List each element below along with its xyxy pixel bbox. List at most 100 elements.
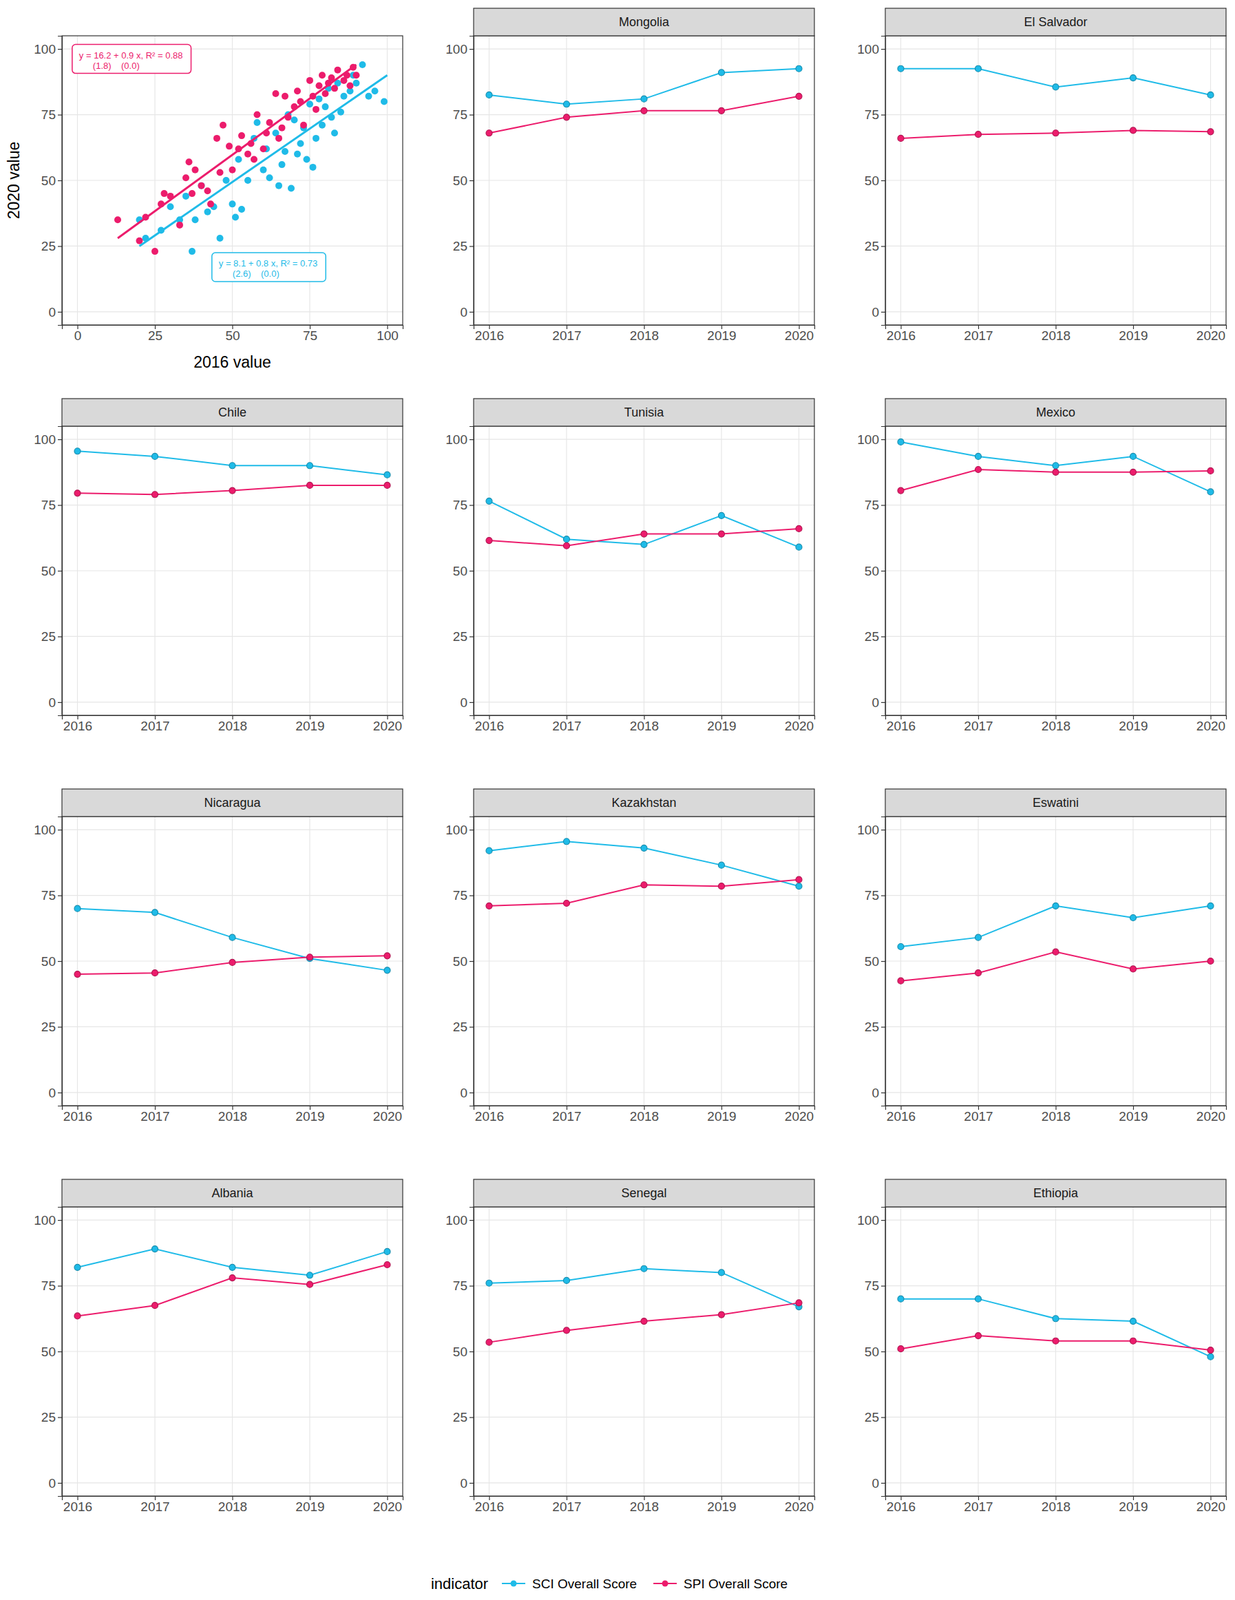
tick-mark <box>469 1026 474 1028</box>
tick-label: 2017 <box>963 1109 993 1124</box>
marker <box>486 537 493 544</box>
tick-mark <box>469 570 474 572</box>
tick: 2018 <box>629 1105 659 1124</box>
line <box>901 130 1211 138</box>
grid <box>885 1206 1227 1496</box>
tick-label: 2018 <box>218 718 248 734</box>
plot-background <box>61 816 403 1106</box>
strip <box>473 398 815 427</box>
axis-y: 0255075100 <box>445 1207 474 1497</box>
tick: 2020 <box>1196 715 1226 734</box>
tick: 2017 <box>552 715 582 734</box>
marker <box>74 1312 81 1319</box>
axis-x: 20162017201820192020 <box>62 715 404 734</box>
strip-title: Ethiopia <box>1033 1186 1079 1200</box>
plot-frame <box>885 816 1227 1106</box>
tick-label: 25 <box>148 328 163 343</box>
marker <box>74 490 81 497</box>
line <box>77 908 388 971</box>
legend-label: SPI Overall Score <box>683 1576 788 1591</box>
strip <box>473 788 815 817</box>
marker <box>563 536 570 543</box>
point <box>213 134 221 142</box>
point <box>315 95 323 103</box>
marker <box>152 1302 159 1309</box>
point <box>260 166 268 174</box>
point <box>198 182 206 190</box>
tick-label: 2017 <box>552 328 582 343</box>
marker <box>795 876 802 883</box>
strip-title: Eswatini <box>1032 795 1079 810</box>
tick: 2016 <box>475 1495 504 1514</box>
point <box>275 182 283 190</box>
marker <box>1130 75 1137 82</box>
marker <box>1207 488 1214 495</box>
grid-line-x <box>977 35 979 325</box>
tick-label: 50 <box>41 173 56 188</box>
tick-mark <box>57 180 62 182</box>
annotation: y = 8.1 + 0.8 x, R² = 0.73(2.6) (0.0) <box>212 252 326 282</box>
marker <box>384 952 391 959</box>
series <box>897 1332 1214 1354</box>
point <box>303 155 311 163</box>
tick-mark <box>57 504 62 506</box>
line <box>901 1299 1211 1357</box>
point <box>353 79 361 87</box>
marker <box>897 487 904 494</box>
marker <box>640 541 648 548</box>
strip-title: Albania <box>211 1186 254 1200</box>
tick: 25 <box>148 324 163 343</box>
series <box>897 948 1214 984</box>
marker <box>486 847 493 854</box>
tick: 2018 <box>218 1105 248 1124</box>
data-area <box>74 905 391 977</box>
grid-line-x <box>643 35 645 325</box>
tick-mark <box>57 311 62 313</box>
axis-line <box>469 36 475 326</box>
background <box>0 0 1235 1600</box>
axis-line <box>881 426 886 716</box>
grid <box>473 35 815 325</box>
tick: 0 <box>48 694 62 710</box>
marker <box>640 530 648 537</box>
grid-line-x <box>386 816 388 1106</box>
point <box>322 90 330 98</box>
series <box>136 61 389 255</box>
tick: 2017 <box>140 1495 170 1514</box>
axis-title-x: 2016 value <box>193 353 272 372</box>
point <box>318 71 326 79</box>
strip-title: Nicaragua <box>203 795 261 810</box>
marker <box>718 861 725 869</box>
marker <box>229 462 236 469</box>
tick-label: 2016 <box>63 1499 93 1514</box>
line <box>77 485 388 495</box>
tick-mark <box>57 439 62 440</box>
marker <box>486 902 493 909</box>
axis-x: 20162017201820192020 <box>62 1105 404 1124</box>
tick-label: 2017 <box>963 328 993 343</box>
tick-label: 50 <box>41 954 56 969</box>
tick-label: 25 <box>41 1019 56 1034</box>
strip-title: Tunisia <box>624 405 665 420</box>
tick-label: 0 <box>459 1475 468 1490</box>
point <box>359 61 367 69</box>
axis-line <box>469 1207 475 1497</box>
point <box>225 142 233 150</box>
tick-mark <box>57 1219 62 1221</box>
tick: 0 <box>48 1475 62 1490</box>
tick: 2016 <box>475 324 504 343</box>
marker <box>229 958 236 966</box>
marker <box>74 1263 81 1271</box>
tick-label: 25 <box>41 1409 56 1425</box>
grid-line-x <box>565 1206 567 1496</box>
tick-label: 75 <box>864 1278 880 1293</box>
annotation-box <box>72 44 192 74</box>
data-area <box>486 838 802 910</box>
marker <box>718 512 725 519</box>
marker <box>486 1338 493 1346</box>
marker <box>307 1272 314 1279</box>
tick-mark <box>469 636 474 637</box>
tick-mark <box>469 504 474 506</box>
tick: 75 <box>864 497 886 513</box>
tick-label: 2018 <box>218 1499 248 1514</box>
